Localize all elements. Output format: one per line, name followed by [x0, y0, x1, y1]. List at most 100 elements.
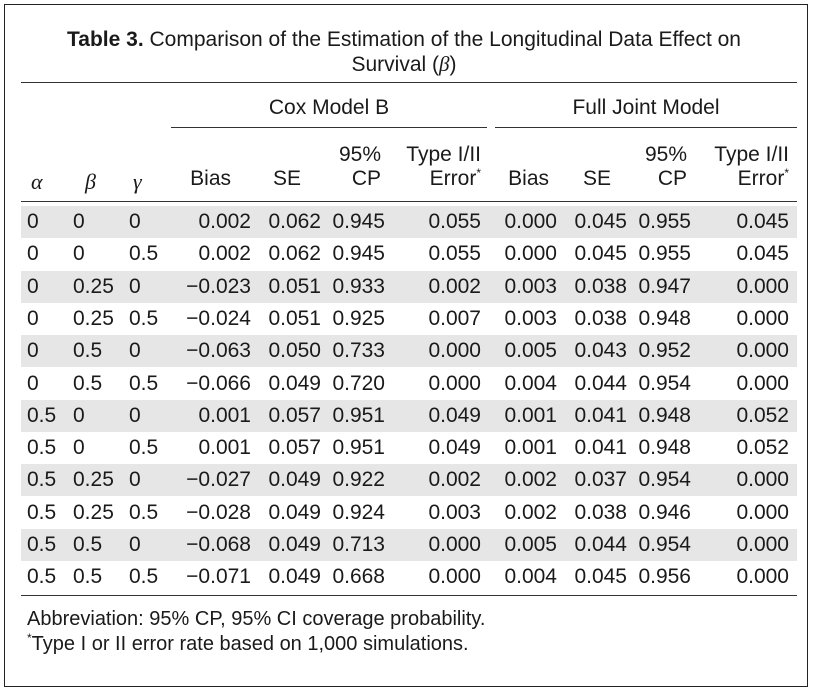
cell-cox-bias: 0.002	[198, 210, 251, 233]
cell-cox-bias: −0.066	[186, 371, 251, 395]
cell-joint-bias: 0.001	[504, 403, 557, 427]
cell-joint-se: 0.045	[574, 565, 627, 589]
cell-cox-error: 0.003	[428, 500, 481, 524]
cell-beta: 0	[73, 242, 85, 266]
cell-cox-error: 0.000	[428, 565, 481, 589]
cell-joint-cp: 0.954	[638, 468, 691, 492]
cell-cox-bias: −0.071	[186, 565, 251, 589]
cox-cp-line2: CP	[351, 167, 381, 190]
cell-joint-se: 0.044	[574, 371, 627, 395]
cell-alpha: 0	[27, 371, 39, 395]
cell-cox-error: 0.002	[428, 468, 481, 492]
cell-joint-cp: 0.956	[638, 565, 691, 589]
cell-joint-error: 0.000	[736, 371, 789, 395]
cell-joint-bias: 0.005	[504, 339, 557, 363]
cox-cp-line1: 95%	[338, 143, 381, 166]
cell-alpha: 0.5	[27, 403, 57, 427]
joint-error-footnote-mark: *	[784, 166, 789, 180]
footnote-error-rate: *Type I or II error rate based on 1,000 …	[27, 632, 469, 656]
cell-cox-cp: 0.924	[332, 500, 385, 524]
group-header-cox: Cox Model B	[268, 96, 390, 119]
table-caption: Table 3. Comparison of the Estimation of…	[5, 27, 803, 77]
cell-cox-se: 0.051	[268, 274, 321, 298]
cell-joint-bias: 0.000	[504, 210, 557, 233]
cell-alpha: 0	[27, 339, 39, 363]
cell-joint-bias: 0.003	[504, 274, 557, 298]
cell-cox-cp: 0.951	[332, 436, 385, 460]
cell-joint-cp: 0.952	[638, 339, 691, 363]
col-header-cox-error: Type I/II Error*	[385, 143, 481, 191]
cell-alpha: 0	[27, 306, 39, 330]
cell-cox-cp: 0.945	[332, 210, 385, 233]
cell-alpha: 0.5	[27, 533, 57, 556]
table-row: 0.5 0.25 0 −0.027 0.049 0.922 0.002 0.002 0.037 0…	[21, 464, 797, 497]
cell-cox-bias: −0.063	[186, 339, 251, 363]
cell-cox-cp: 0.733	[332, 339, 385, 363]
cell-alpha: 0.5	[27, 565, 57, 589]
col-header-cox-cp: 95% CP	[317, 143, 381, 191]
cell-alpha: 0.5	[27, 468, 57, 492]
cell-cox-cp: 0.945	[332, 242, 385, 266]
cell-gamma: 0	[129, 468, 141, 492]
cell-cox-bias: −0.024	[186, 306, 251, 330]
col-header-joint-cp: 95% CP	[623, 143, 687, 191]
cell-cox-error: 0.007	[428, 306, 481, 330]
cell-joint-cp: 0.948	[638, 403, 691, 427]
col-header-joint-se: SE	[582, 167, 611, 190]
col-header-cox-se: SE	[272, 167, 301, 190]
cell-joint-error: 0.000	[736, 500, 789, 524]
cell-joint-cp: 0.955	[638, 210, 691, 233]
cell-cox-bias: −0.023	[186, 274, 251, 298]
caption-line-1: Table 3. Comparison of the Estimation of…	[5, 27, 803, 52]
cell-beta: 0.5	[73, 371, 103, 395]
cell-beta: 0	[73, 210, 85, 233]
cell-joint-cp: 0.948	[638, 436, 691, 460]
cell-cox-se: 0.049	[268, 371, 321, 395]
cell-cox-error: 0.049	[428, 403, 481, 427]
cell-cox-cp: 0.933	[332, 274, 385, 298]
cell-joint-error: 0.000	[736, 468, 789, 492]
cell-cox-se: 0.057	[268, 436, 321, 460]
table-row: 0.5 0.25 0.5 −0.028 0.049 0.924 0.003 0.002 0.03…	[21, 497, 797, 529]
footnote-abbreviation: Abbreviation: 95% CP, 95% CI coverage pr…	[27, 608, 486, 630]
footnote-text: Type I or II error rate based on 1,000 s…	[31, 633, 469, 655]
caption-title-end: )	[449, 53, 457, 76]
table-row: 0.5 0.5 0 −0.068 0.049 0.713 0.000 0.005 0.044 0.…	[21, 529, 797, 561]
cell-beta: 0.25	[73, 500, 114, 524]
joint-error-word: Error	[737, 167, 785, 190]
cox-error-line2: Error*	[385, 167, 481, 191]
cell-alpha: 0	[27, 274, 39, 298]
cell-cox-se: 0.050	[268, 339, 321, 363]
cell-joint-bias: 0.004	[504, 565, 557, 589]
table-row: 0 0.5 0.5 −0.066 0.049 0.720 0.000 0.004 0.044 0.…	[21, 368, 797, 400]
cell-joint-cp: 0.946	[638, 500, 691, 524]
joint-cp-line2: CP	[657, 167, 687, 190]
cell-cox-bias: −0.028	[186, 500, 251, 524]
cell-gamma: 0	[129, 210, 141, 233]
caption-beta-symbol: β	[439, 52, 450, 76]
cell-joint-se: 0.043	[574, 339, 627, 363]
cell-joint-cp: 0.954	[638, 371, 691, 395]
cell-cox-cp: 0.713	[332, 533, 385, 556]
cell-cox-se: 0.062	[268, 210, 321, 233]
caption-title: Comparison of the Estimation of the Long…	[149, 28, 741, 51]
col-header-joint-bias: Bias	[508, 167, 549, 190]
col-header-joint-error: Type I/II Error*	[691, 143, 789, 191]
cell-cox-cp: 0.951	[332, 403, 385, 427]
cell-cox-se: 0.062	[268, 242, 321, 266]
cell-joint-bias: 0.000	[504, 242, 557, 266]
cell-cox-se: 0.049	[268, 500, 321, 524]
cell-gamma: 0.5	[129, 500, 159, 524]
cell-beta: 0.5	[73, 339, 103, 363]
cell-gamma: 0	[129, 274, 141, 298]
cell-cox-se: 0.057	[268, 403, 321, 427]
cell-gamma: 0	[129, 339, 141, 363]
cell-joint-cp: 0.947	[638, 274, 691, 298]
cell-cox-cp: 0.668	[332, 565, 385, 589]
table-label: Table 3.	[67, 28, 144, 51]
cell-joint-se: 0.041	[574, 403, 627, 427]
group-rule-joint	[495, 127, 797, 129]
cell-cox-error: 0.049	[428, 436, 481, 460]
table-frame: Table 3. Comparison of the Estimation of…	[4, 4, 808, 687]
caption-line-2: Survival (β)	[5, 52, 803, 77]
